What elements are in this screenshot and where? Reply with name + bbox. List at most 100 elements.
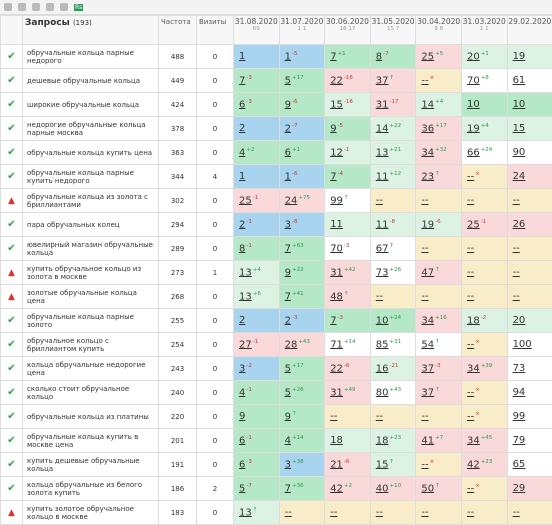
position[interactable]: 5	[285, 363, 291, 374]
position[interactable]: --	[467, 171, 474, 182]
position[interactable]: 66	[467, 147, 480, 158]
position[interactable]: 18	[330, 435, 343, 446]
position[interactable]: 22	[330, 363, 343, 374]
position[interactable]: --	[467, 411, 474, 422]
position[interactable]: 15	[330, 99, 343, 110]
position[interactable]: 7	[285, 243, 291, 254]
visits-header[interactable]: Визиты	[197, 16, 234, 45]
position[interactable]: 70	[330, 243, 343, 254]
position[interactable]: 70	[467, 75, 480, 86]
position[interactable]: 21	[330, 459, 343, 470]
query-header[interactable]: Запросы (193)	[23, 16, 159, 45]
position[interactable]: 85	[376, 339, 389, 350]
query-text[interactable]: купить обручальное кольцо из золота в мо…	[23, 261, 159, 285]
query-text[interactable]: дешевые обручальные кольца	[23, 69, 159, 93]
position[interactable]: 34	[467, 435, 480, 446]
position[interactable]: 9	[285, 267, 291, 278]
position[interactable]: 94	[513, 387, 526, 398]
query-text[interactable]: обручальные кольца из золота с бриллиант…	[23, 189, 159, 213]
position[interactable]: 19	[513, 51, 526, 62]
position[interactable]: 20	[513, 315, 526, 326]
position[interactable]: 73	[376, 267, 389, 278]
position[interactable]: 31	[330, 267, 343, 278]
position[interactable]: 1	[239, 51, 245, 62]
position[interactable]: 9	[285, 99, 291, 110]
position[interactable]: --	[421, 75, 428, 86]
position[interactable]: 8	[239, 243, 245, 254]
position[interactable]: 25	[467, 219, 480, 230]
position[interactable]: --	[513, 291, 520, 302]
position[interactable]: 47	[421, 267, 434, 278]
position[interactable]: 26	[513, 219, 526, 230]
position[interactable]: 36	[421, 123, 434, 134]
position[interactable]: 18	[376, 435, 389, 446]
query-text[interactable]: обручальные кольца купить цена	[23, 141, 159, 165]
position[interactable]: 20	[467, 51, 480, 62]
position[interactable]: 18	[467, 315, 480, 326]
position[interactable]: 11	[376, 171, 389, 182]
position[interactable]: 5	[285, 387, 291, 398]
position[interactable]: 3	[285, 459, 291, 470]
position[interactable]: 54	[421, 339, 434, 350]
position[interactable]: --	[467, 243, 474, 254]
position[interactable]: 50	[421, 483, 434, 494]
query-text[interactable]: обручальное кольцо с бриллиантом купить	[23, 333, 159, 357]
position[interactable]: 2	[239, 315, 245, 326]
position[interactable]: 2	[285, 123, 291, 134]
position[interactable]: --	[421, 459, 428, 470]
position[interactable]: 2	[285, 315, 291, 326]
position[interactable]: 34	[421, 315, 434, 326]
position[interactable]: 15	[513, 123, 526, 134]
position[interactable]: 42	[330, 483, 343, 494]
position[interactable]: 42	[467, 459, 480, 470]
position[interactable]: --	[467, 267, 474, 278]
position[interactable]: 28	[285, 339, 298, 350]
chart-icon[interactable]	[60, 3, 68, 11]
position[interactable]: 71	[330, 339, 343, 350]
position[interactable]: 37	[421, 387, 434, 398]
position[interactable]: 34	[467, 363, 480, 374]
position[interactable]: 1	[285, 171, 291, 182]
position[interactable]: --	[467, 291, 474, 302]
position[interactable]: 67	[376, 243, 389, 254]
position[interactable]: 5	[239, 483, 245, 494]
position[interactable]: 11	[330, 219, 343, 230]
position[interactable]: 7	[330, 315, 336, 326]
position[interactable]: 4	[285, 435, 291, 446]
position[interactable]: 99	[330, 195, 343, 206]
position[interactable]: 9	[330, 123, 336, 134]
position[interactable]: 29	[513, 483, 526, 494]
position[interactable]: 6	[285, 147, 291, 158]
position[interactable]: 1	[285, 51, 291, 62]
position[interactable]: --	[467, 483, 474, 494]
position[interactable]: 7	[285, 291, 291, 302]
position[interactable]: 1	[239, 171, 245, 182]
position[interactable]: 34	[421, 147, 434, 158]
position[interactable]: 23	[421, 171, 434, 182]
freq-header[interactable]: Частота	[159, 16, 197, 45]
position[interactable]: 7	[239, 75, 245, 86]
position[interactable]: 73	[513, 363, 526, 374]
position[interactable]: 24	[513, 171, 526, 182]
query-text[interactable]: кольца обручальные из белого золота купи…	[23, 477, 159, 501]
position[interactable]: 80	[376, 387, 389, 398]
position[interactable]: 15	[376, 459, 389, 470]
position[interactable]: --	[421, 411, 428, 422]
position[interactable]: 2	[239, 123, 245, 134]
query-text[interactable]: кольца обручальные недорогие цена	[23, 357, 159, 381]
position[interactable]: 12	[330, 147, 343, 158]
position[interactable]: 16	[376, 363, 389, 374]
position[interactable]: --	[421, 291, 428, 302]
position[interactable]: 4	[239, 387, 245, 398]
position[interactable]: --	[467, 339, 474, 350]
position[interactable]: 7	[285, 483, 291, 494]
query-text[interactable]: сколько стоит обручальное кольцо	[23, 381, 159, 405]
position[interactable]: 41	[421, 435, 434, 446]
position[interactable]: 7	[330, 171, 336, 182]
position[interactable]: --	[513, 267, 520, 278]
grid-icon[interactable]	[46, 3, 54, 11]
position[interactable]: 99	[513, 411, 526, 422]
position[interactable]: 14	[421, 99, 434, 110]
position[interactable]: 79	[513, 435, 526, 446]
